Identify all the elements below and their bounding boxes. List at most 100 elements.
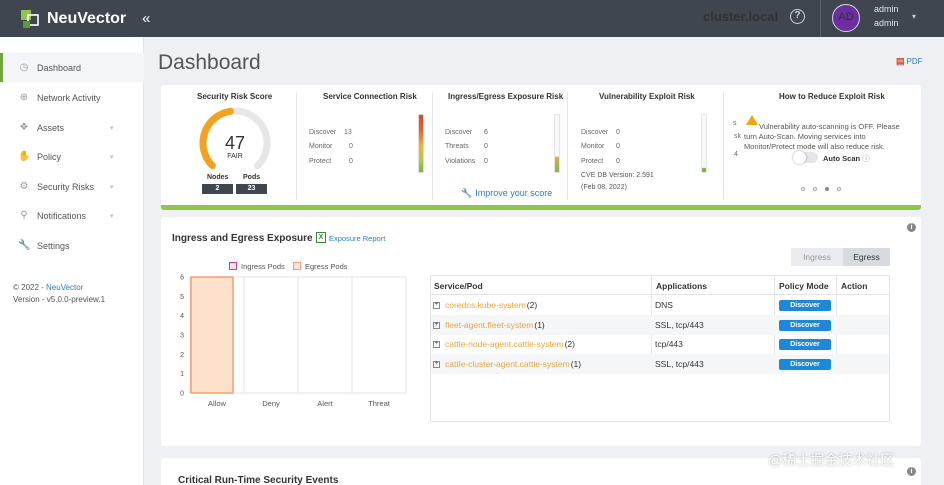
service-cell[interactable]: + cattle-node-agent.cattle-system (2)	[433, 339, 575, 349]
service-name[interactable]: coredns.kube-system	[445, 300, 526, 310]
pdf-label: PDF	[906, 57, 923, 66]
collapse-sidebar-icon[interactable]: «	[142, 10, 151, 27]
service-name[interactable]: fleet-agent.fleet-system	[445, 320, 534, 330]
col-header-service[interactable]: Service/Pod	[434, 281, 483, 291]
sidebar-item-settings[interactable]: 🔧 Settings	[0, 231, 144, 260]
y-tick-label: 5	[180, 294, 184, 301]
exposure-title: Ingress and Egress Exposure	[172, 233, 313, 244]
expand-icon[interactable]: +	[433, 301, 440, 309]
service-cell[interactable]: + cattle-cluster-agent.cattle-system (1)	[433, 359, 581, 369]
legend-ingress-pods[interactable]: Ingress Pods	[241, 262, 285, 271]
exposure-table	[430, 275, 890, 422]
sidebar-item-dashboard[interactable]: ◷ Dashboard	[0, 53, 144, 82]
col-header-policy-mode[interactable]: Policy Mode	[779, 281, 829, 291]
neuvector-link[interactable]: NeuVector	[46, 283, 84, 292]
divider	[567, 92, 568, 200]
y-tick-label: 1	[180, 371, 184, 378]
cluster-name[interactable]: cluster.local	[703, 9, 779, 24]
x-tick-label: Threat	[368, 399, 391, 408]
carousel-dot[interactable]	[837, 187, 841, 191]
user-menu-caret-icon[interactable]: ▾	[912, 12, 917, 21]
monitor-label: Monitor	[581, 143, 605, 150]
policy-mode-badge[interactable]: Discover	[779, 300, 831, 311]
discover-label: Discover	[309, 129, 337, 136]
policy-mode-badge[interactable]: Discover	[779, 320, 831, 331]
table-row[interactable]	[431, 315, 889, 335]
y-tick-label: 3	[180, 333, 184, 340]
table-row[interactable]	[431, 354, 889, 374]
violations-count: 0	[484, 158, 488, 165]
chevron-down-icon: ▾	[110, 183, 114, 191]
runtime-events-card	[161, 458, 921, 485]
info-icon[interactable]: ⓘ	[862, 154, 870, 163]
ingress-egress-title: Ingress/Egress Exposure Risk	[448, 92, 564, 101]
col-header-action[interactable]: Action	[841, 281, 868, 291]
egress-toggle-button[interactable]: Egress	[843, 248, 890, 266]
info-icon[interactable]: i	[907, 223, 916, 232]
auto-scan-toggle[interactable]	[793, 151, 818, 164]
auto-scan-label: Auto Scan ⓘ	[823, 153, 870, 164]
topbar-divider	[820, 0, 821, 37]
col-header-applications[interactable]: Applications	[656, 281, 708, 291]
sidebar-item-network-activity[interactable]: ⊕ Network Activity	[0, 83, 144, 112]
risk-score-gauge[interactable]	[196, 104, 274, 172]
cve-db-date: (Feb 08, 2022)	[581, 184, 627, 191]
carousel-dot[interactable]	[801, 187, 805, 191]
bar-egress-pods	[190, 276, 234, 394]
sidebar-item-notifications[interactable]: ⚲ Notifications ▾	[0, 201, 144, 230]
help-icon[interactable]: ?	[790, 9, 805, 24]
reduce-exploit-title: How to Reduce Exploit Risk	[779, 92, 885, 101]
wrench-icon: 🔧	[461, 188, 473, 198]
sidebar-item-label: Security Risks	[37, 181, 95, 192]
chevron-down-icon: ▾	[110, 124, 114, 132]
policy-mode-badge[interactable]: Discover	[779, 339, 831, 350]
carousel-dot-active[interactable]	[825, 187, 829, 191]
globe-icon: ⊕	[19, 92, 29, 103]
expand-icon[interactable]: +	[433, 340, 440, 348]
autoscan-warning-text: Vulnerability auto-scanning is OFF. Plea…	[744, 122, 914, 152]
excel-icon[interactable]: X	[316, 232, 326, 243]
monitor-label: Monitor	[309, 143, 333, 150]
discover-label: Discover	[581, 129, 609, 136]
carousel-dot[interactable]	[813, 187, 817, 191]
wrench-icon: 🔧	[18, 240, 31, 251]
applications-cell: tcp/443	[655, 339, 683, 349]
discover-label: Discover	[445, 129, 473, 136]
sidebar-item-label: Network Activity	[37, 92, 101, 103]
policy-mode-badge[interactable]: Discover	[779, 359, 831, 370]
summary-card	[161, 85, 921, 210]
improve-score-link[interactable]: 🔧 Improve your score	[461, 188, 552, 199]
info-icon[interactable]: i	[907, 467, 916, 476]
brand-logo[interactable]: NeuVector	[19, 7, 126, 31]
protect-count: 0	[349, 158, 353, 165]
toggle-knob	[793, 151, 806, 164]
avatar[interactable]: AD	[832, 4, 860, 32]
pods-count[interactable]: 23	[236, 184, 267, 194]
divider	[432, 92, 433, 200]
user-name[interactable]: admin	[874, 4, 899, 14]
expand-icon[interactable]: +	[433, 360, 440, 368]
expand-icon[interactable]: +	[433, 321, 440, 329]
applications-cell: DNS	[655, 300, 673, 310]
x-tick-label: Deny	[262, 399, 280, 408]
cve-db-version: CVE DB Version: 2.591	[581, 172, 654, 179]
sidebar-item-label: Notifications	[37, 210, 87, 221]
service-cell[interactable]: + coredns.kube-system (2)	[433, 300, 537, 310]
nodes-count[interactable]: 2	[202, 184, 233, 194]
sidebar-item-policy[interactable]: ✋ Policy ▾	[0, 142, 144, 171]
sidebar-item-assets[interactable]: ❖ Assets ▾	[0, 113, 144, 142]
service-name[interactable]: cattle-cluster-agent.cattle-system	[445, 359, 570, 369]
legend-egress-pods[interactable]: Egress Pods	[305, 262, 348, 271]
pod-count: (2)	[526, 300, 538, 310]
sidebar: ◷ Dashboard ⊕ Network Activity ❖ Assets …	[0, 37, 144, 485]
risk-score-value: 47	[224, 133, 246, 153]
service-name[interactable]: cattle-node-agent.cattle-system	[445, 339, 564, 349]
neuvector-logo-icon	[19, 7, 43, 31]
ingress-toggle-button[interactable]: Ingress	[791, 248, 843, 266]
service-cell[interactable]: + fleet-agent.fleet-system (1)	[433, 320, 545, 330]
threats-label: Threats	[445, 143, 469, 150]
chevron-down-icon: ▾	[110, 212, 114, 220]
sidebar-item-security-risks[interactable]: ⚙ Security Risks ▾	[0, 172, 144, 201]
pdf-button[interactable]: ▤ PDF	[896, 56, 923, 67]
exposure-report-link[interactable]: Exposure Report	[329, 234, 386, 243]
